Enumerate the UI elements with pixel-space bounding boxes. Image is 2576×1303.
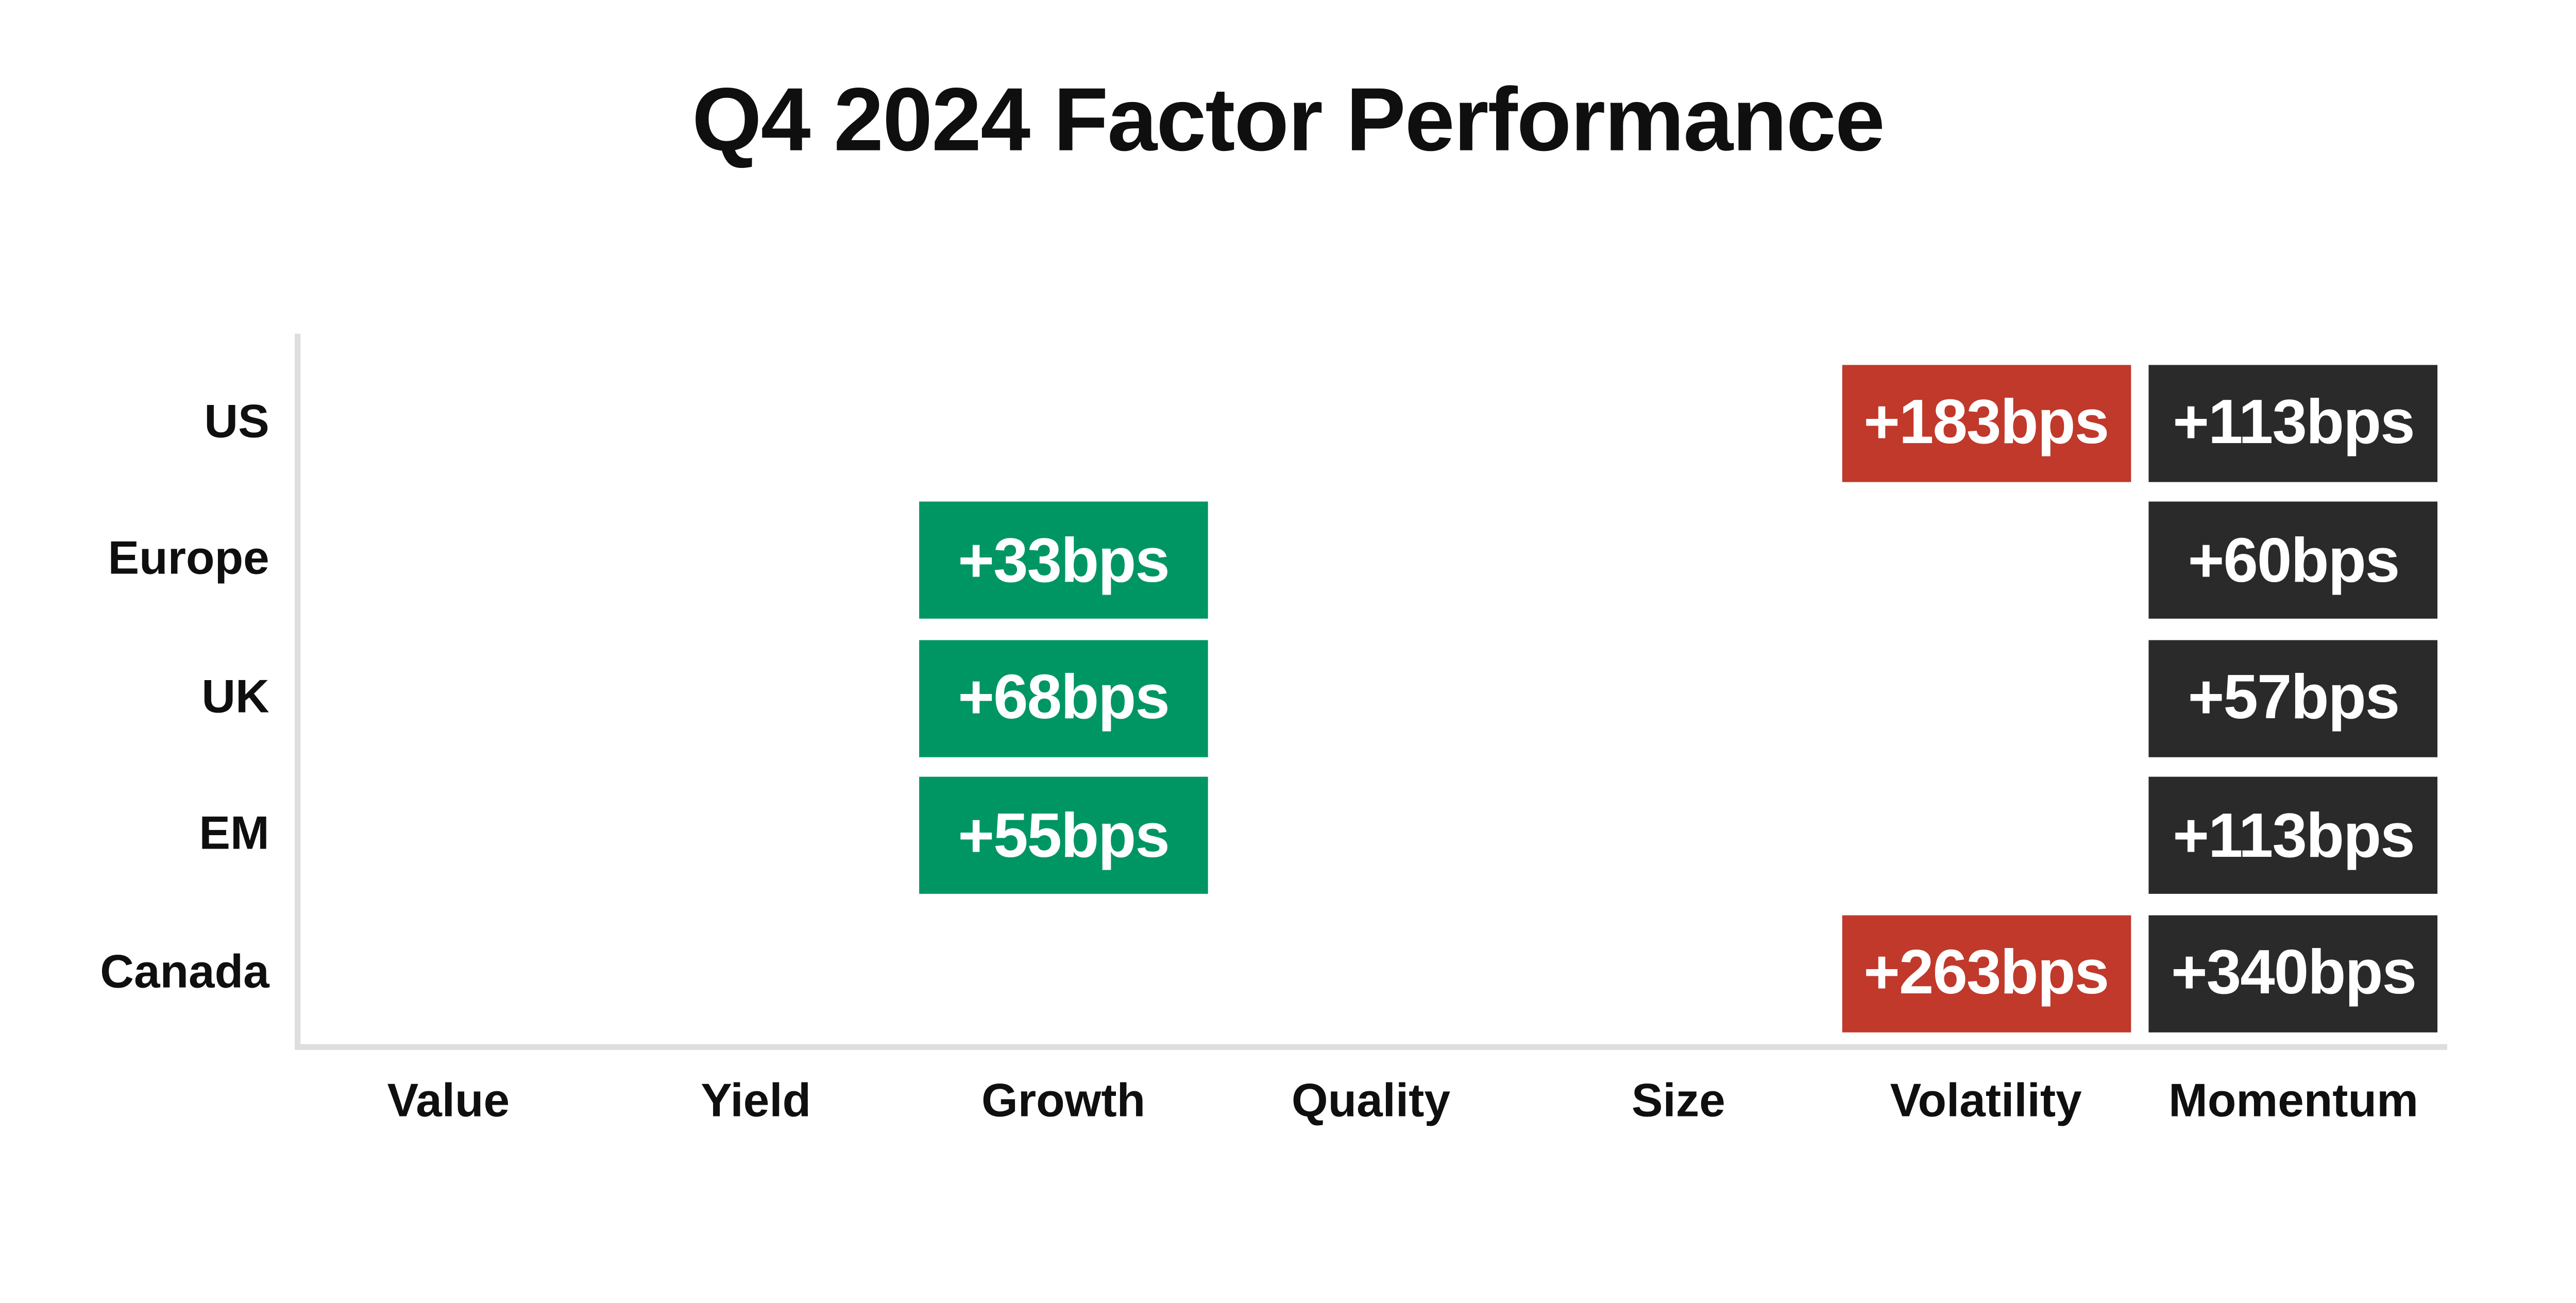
cell-europe-momentum: +60bps (2149, 501, 2438, 619)
row-label-us: US (204, 395, 269, 448)
y-axis-line (294, 333, 301, 1044)
column-label-size: Size (1631, 1075, 1725, 1128)
row-label-em: EM (199, 808, 269, 861)
column-label-quality: Quality (1291, 1075, 1451, 1128)
cell-us-volatility: +183bps (1841, 364, 2131, 481)
cell-canada-volatility: +263bps (1841, 914, 2131, 1031)
cell-em-growth: +55bps (919, 776, 1208, 894)
column-label-growth: Growth (981, 1075, 1146, 1128)
column-label-volatility: Volatility (1890, 1075, 2082, 1128)
cell-em-momentum: +113bps (2149, 776, 2438, 894)
cell-uk-momentum: +57bps (2149, 639, 2438, 756)
column-label-yield: Yield (701, 1075, 811, 1128)
row-label-canada: Canada (100, 945, 269, 999)
cell-us-momentum: +113bps (2149, 364, 2438, 481)
row-label-europe: Europe (108, 533, 269, 586)
cell-europe-growth: +33bps (919, 501, 1208, 619)
chart-title: Q4 2024 Factor Performance (692, 68, 1885, 170)
cell-uk-growth: +68bps (919, 639, 1208, 756)
row-label-uk: UK (201, 670, 269, 723)
column-label-momentum: Momentum (2168, 1075, 2418, 1128)
cell-canada-momentum: +340bps (2149, 914, 2438, 1031)
column-label-value: Value (387, 1075, 510, 1128)
factor-performance-chart: Q4 2024 Factor Performance US Europe UK EM C… (100, 68, 2447, 1128)
x-axis-line (294, 1044, 2447, 1050)
